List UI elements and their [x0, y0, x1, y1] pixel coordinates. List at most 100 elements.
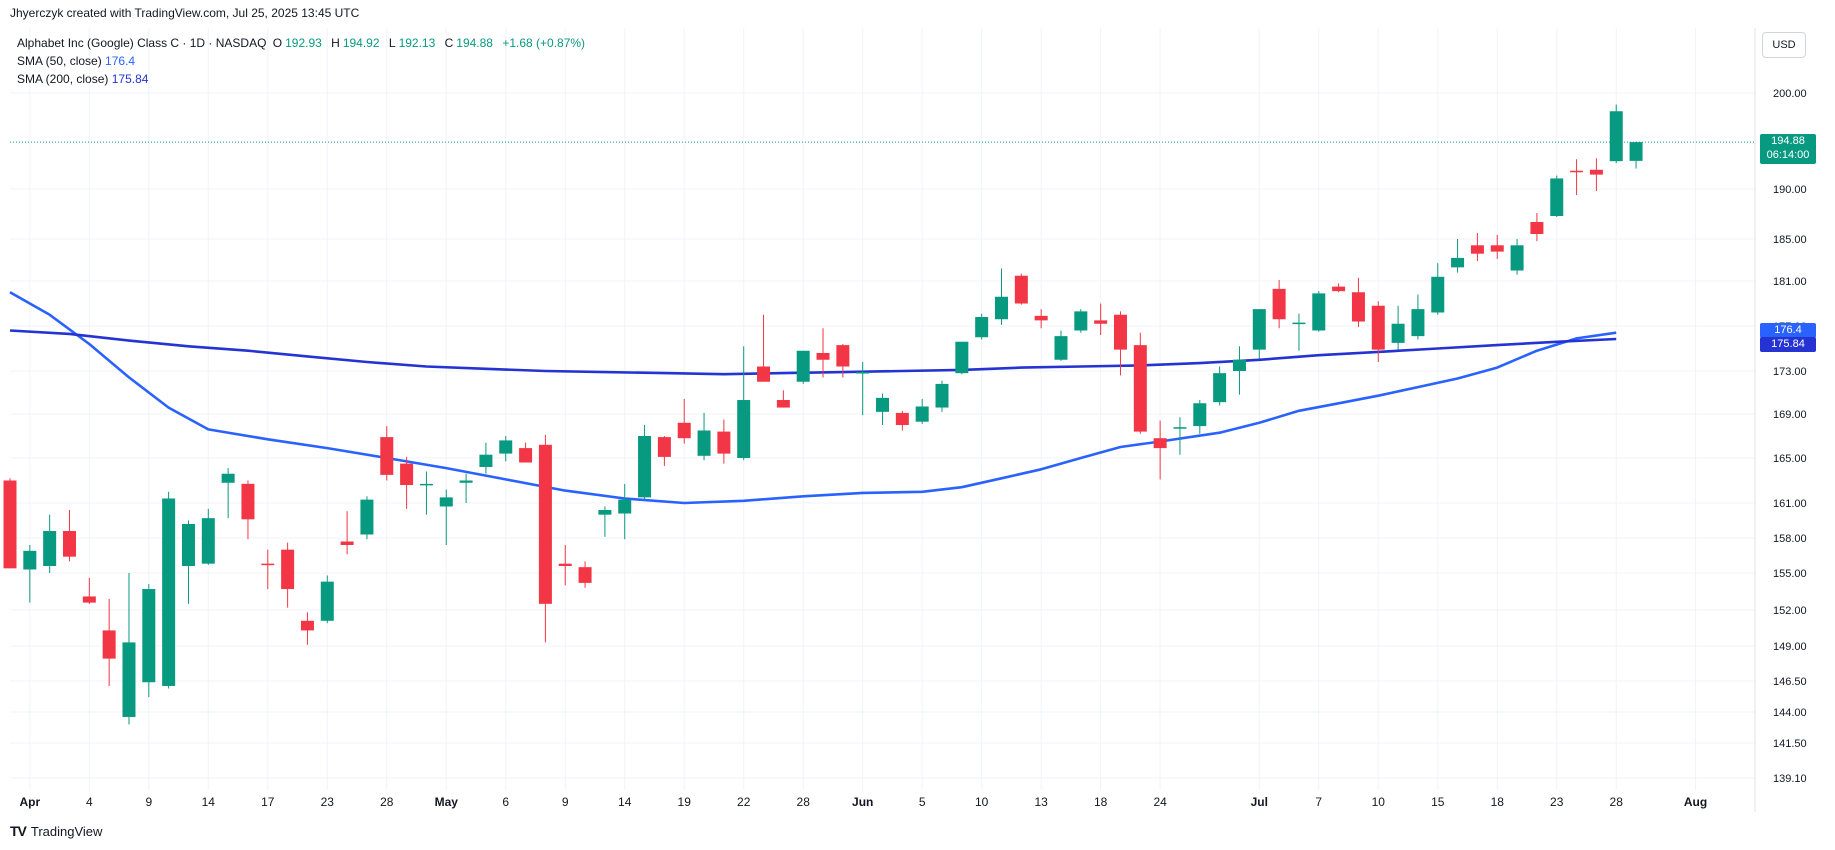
candle	[1351, 277, 1365, 328]
candle	[757, 314, 771, 382]
candle-body	[82, 596, 96, 603]
time-tick-label: 18	[1094, 795, 1108, 809]
candle-body	[1074, 311, 1088, 331]
symbol-legend-row[interactable]: Alphabet Inc (Google) Class C · 1D · NAS…	[17, 34, 588, 52]
candle-body	[1153, 438, 1167, 449]
candle	[1252, 309, 1266, 359]
candle	[677, 398, 691, 444]
candle	[43, 514, 57, 573]
candle	[479, 442, 493, 474]
candle-body	[261, 563, 275, 566]
candle-body	[1173, 427, 1187, 429]
sma50-line	[9, 291, 1617, 505]
close-value: C 194.88	[444, 36, 493, 50]
candle	[697, 412, 711, 461]
sma200-legend-row[interactable]: SMA (200, close) 175.84	[17, 70, 588, 88]
candle	[400, 456, 414, 509]
candle	[241, 480, 255, 540]
time-tick-label: 14	[618, 795, 632, 809]
sma50-label[interactable]: SMA (50, close)	[17, 54, 102, 68]
time-tick-label: Jul	[1251, 795, 1268, 809]
candle-body	[876, 397, 890, 412]
candle	[162, 491, 176, 689]
price-tick-label: 146.50	[1773, 676, 1807, 688]
candle-body	[1550, 178, 1564, 216]
candle	[499, 436, 513, 462]
candle	[102, 598, 116, 686]
time-tick-label: Apr	[19, 795, 40, 809]
price-tick-label: 181.00	[1773, 276, 1807, 288]
candle-body	[757, 366, 771, 382]
candle	[380, 426, 394, 481]
candle	[1391, 305, 1405, 350]
candle-body	[1490, 245, 1504, 252]
candle-body	[677, 422, 691, 439]
sma200-label[interactable]: SMA (200, close)	[17, 72, 109, 86]
tradingview-logo[interactable]: TV TradingView	[10, 823, 102, 839]
brand-text: TradingView	[30, 823, 103, 839]
candle-body	[955, 341, 969, 374]
candle-body	[1371, 305, 1385, 350]
candle	[142, 584, 156, 698]
candle-body	[43, 531, 57, 566]
candle-body	[717, 431, 731, 454]
candle-body	[598, 510, 612, 515]
candle-body	[241, 483, 255, 520]
time-tick-label: May	[435, 795, 459, 809]
chart-grid	[10, 28, 1756, 812]
candle-body	[558, 563, 572, 566]
candle	[796, 350, 810, 384]
candle	[1609, 104, 1623, 164]
candlesticks	[3, 104, 1643, 725]
candle	[1451, 239, 1465, 273]
time-tick-label: 4	[86, 795, 93, 809]
candle-body	[1213, 373, 1227, 403]
candle	[1133, 332, 1147, 434]
candle	[1470, 233, 1484, 262]
candle	[816, 328, 830, 378]
time-tick-label: 9	[145, 795, 152, 809]
candle-body	[1470, 245, 1484, 254]
symbol-title[interactable]: Alphabet Inc (Google) Class C · 1D · NAS…	[17, 36, 267, 50]
candle	[578, 561, 592, 588]
candle	[1411, 294, 1425, 340]
time-tick-label: 13	[1034, 795, 1048, 809]
sma200-path	[9, 329, 1617, 376]
candle	[1153, 420, 1167, 480]
candle	[439, 489, 453, 545]
candle	[23, 545, 37, 603]
candle	[737, 346, 751, 461]
candle	[360, 496, 374, 540]
candle	[1054, 330, 1068, 361]
price-tick-label: 173.00	[1773, 366, 1807, 378]
time-tick-label: 18	[1491, 795, 1505, 809]
price-tick-label: 200.00	[1773, 88, 1807, 100]
price-tick-label: 161.00	[1773, 498, 1807, 510]
candle	[618, 483, 632, 540]
candle-body	[895, 412, 909, 425]
candle-body	[1411, 309, 1425, 337]
candle	[856, 362, 870, 416]
candle	[1629, 141, 1643, 169]
candle	[1312, 291, 1326, 332]
price-tick-label: 141.50	[1773, 738, 1807, 750]
candle-body	[419, 483, 433, 486]
candle-body	[1570, 170, 1584, 173]
sma50-legend-row[interactable]: SMA (50, close) 176.4	[17, 52, 588, 70]
candle	[1570, 159, 1584, 195]
candle-body	[181, 524, 195, 566]
chart-credit: Jhyerczyk created with TradingView.com, …	[10, 6, 359, 20]
candle	[558, 545, 572, 586]
candle-body	[995, 296, 1008, 320]
candle	[1014, 273, 1028, 305]
candle-body	[281, 549, 295, 590]
candle-body	[142, 589, 156, 683]
candle	[1213, 366, 1227, 406]
candle-body	[1292, 322, 1306, 325]
sma50-price-tag: 176.4	[1760, 322, 1816, 338]
currency-button[interactable]: USD	[1762, 32, 1806, 58]
price-tick-label: 158.00	[1773, 533, 1807, 545]
time-tick-label: 10	[975, 795, 989, 809]
credit-text: Jhyerczyk created with TradingView.com, …	[10, 6, 360, 20]
